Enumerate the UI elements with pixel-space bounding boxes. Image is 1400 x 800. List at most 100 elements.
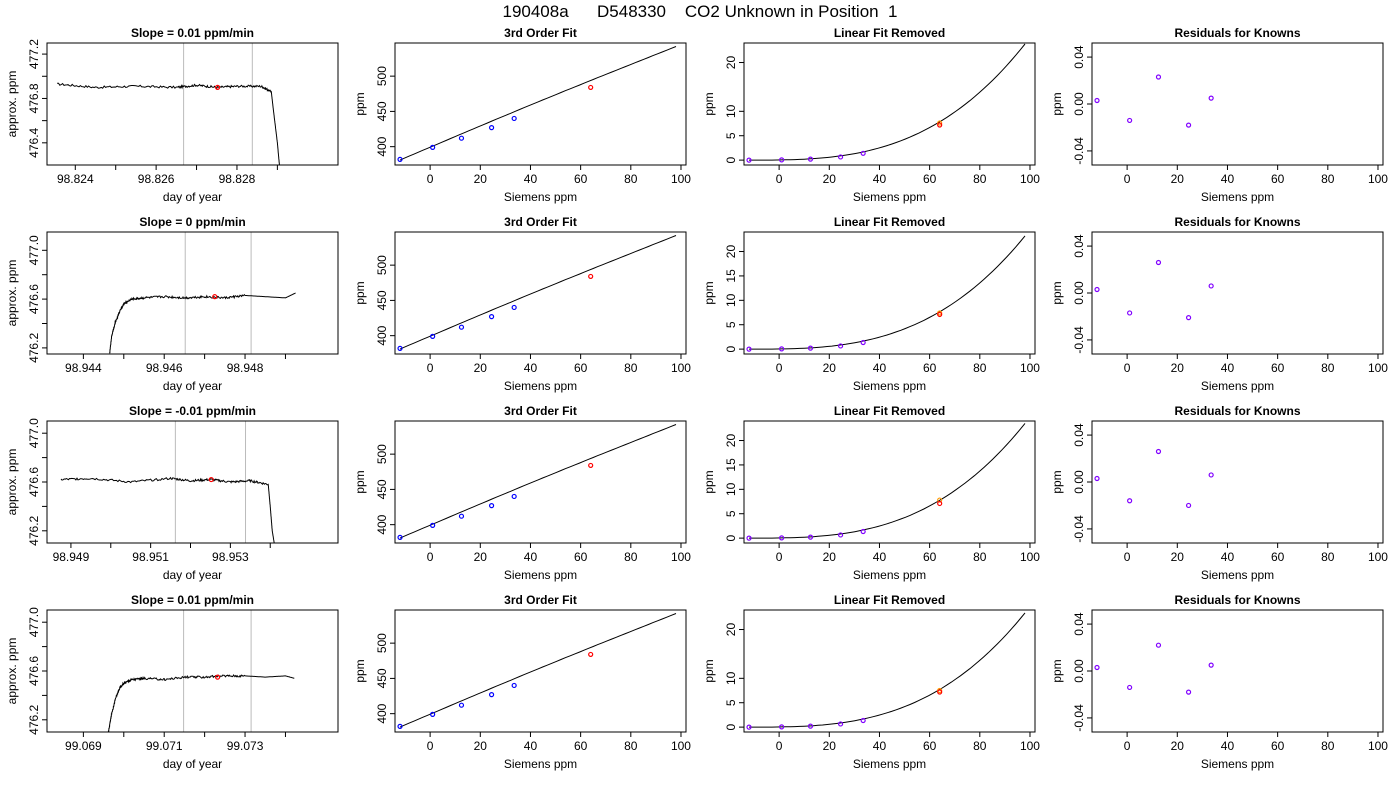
- residual-point: [1208, 95, 1214, 101]
- x-tick-label: 0: [1124, 172, 1131, 186]
- x-tick-label: 98.946: [146, 361, 183, 375]
- residual-point: [1127, 117, 1133, 124]
- y-tick-label: 0.04: [1072, 45, 1086, 69]
- plot-area: [107, 610, 295, 732]
- y-tick-label: 5: [724, 321, 738, 328]
- x-tick-label: 0: [1124, 550, 1131, 564]
- plot-area: [1094, 448, 1214, 509]
- plot-frame: [394, 231, 687, 355]
- plot-frame: [743, 609, 1036, 733]
- y-tick-label: 476.6: [27, 656, 41, 686]
- x-axis-label: Siemens ppm: [1201, 757, 1274, 771]
- x-tick-label: 0: [776, 361, 783, 375]
- residual-fit-curve: [749, 612, 1026, 728]
- plot-area: [397, 46, 677, 162]
- x-tick-label: 80: [1321, 361, 1335, 375]
- x-tick-label: 40: [1221, 739, 1235, 753]
- x-tick-label: 40: [1221, 361, 1235, 375]
- known-point: [746, 346, 752, 352]
- x-tick-label: 60: [923, 550, 937, 564]
- panel-r2c4: Residuals for Knowns 0 20 40 60 80 100 -0.04 0.0…: [1050, 215, 1388, 393]
- plot-frame: [1091, 420, 1384, 544]
- plot-frame: [46, 609, 339, 733]
- y-axis-label: ppm: [353, 92, 367, 115]
- x-tick-label: 60: [574, 172, 588, 186]
- fit-curve: [399, 235, 677, 350]
- residual-fit-curve: [749, 235, 1026, 350]
- y-tick-label: 0.00: [1072, 281, 1086, 305]
- y-tick-label: 10: [724, 293, 738, 307]
- plot-area: [57, 43, 280, 165]
- x-tick-label: 80: [624, 739, 638, 753]
- y-tick-label: 20: [724, 245, 738, 259]
- y-tick-label: 500: [375, 66, 389, 86]
- y-tick-label: 477.0: [27, 607, 41, 637]
- known-point: [779, 724, 785, 730]
- x-tick-label: 60: [574, 550, 588, 564]
- x-tick-label: 40: [873, 361, 887, 375]
- known-point: [746, 535, 752, 541]
- x-tick-label: 80: [1321, 739, 1335, 753]
- known-point: [397, 723, 403, 729]
- x-tick-label: 98.824: [57, 172, 94, 186]
- unknown-point: [937, 311, 943, 318]
- x-tick-label: 80: [973, 739, 987, 753]
- panel-title: Linear Fit Removed: [834, 593, 945, 607]
- x-axis-label: Siemens ppm: [853, 190, 926, 204]
- y-tick-label: -0.04: [1072, 137, 1086, 165]
- x-tick-label: 20: [823, 361, 837, 375]
- x-tick-label: 40: [873, 172, 887, 186]
- plot-frame: [743, 231, 1036, 355]
- known-point: [860, 717, 866, 724]
- y-tick-label: 477.0: [27, 418, 41, 448]
- y-axis-label: approx. ppm: [5, 638, 19, 705]
- panel-title: 3rd Order Fit: [504, 593, 577, 607]
- x-tick-label: 80: [973, 361, 987, 375]
- panel-r3c2: 3rd Order Fit 0 20 40 60 80 100 400 450 500 Siemen…: [353, 404, 691, 582]
- x-tick-label: 60: [923, 361, 937, 375]
- x-tick-label: 60: [1271, 550, 1285, 564]
- x-tick-label: 20: [1171, 739, 1185, 753]
- x-tick-label: 40: [524, 739, 538, 753]
- known-point: [779, 535, 785, 541]
- unknown-marker: [212, 294, 218, 300]
- time-series-line: [60, 476, 275, 543]
- x-tick-label: 0: [776, 550, 783, 564]
- y-tick-label: -0.04: [1072, 326, 1086, 354]
- x-tick-label: 40: [873, 739, 887, 753]
- x-tick-label: 100: [671, 550, 691, 564]
- x-tick-label: 20: [823, 172, 837, 186]
- plot-frame: [394, 420, 687, 544]
- unknown-point: [588, 84, 594, 91]
- x-tick-label: 20: [474, 550, 488, 564]
- x-tick-label: 100: [671, 361, 691, 375]
- residual-point: [1094, 475, 1100, 482]
- y-tick-label: 476.2: [27, 515, 41, 545]
- y-tick-label: 450: [375, 668, 389, 688]
- plot-area: [109, 232, 296, 354]
- x-tick-label: 99.073: [227, 739, 264, 753]
- y-axis-label: ppm: [1050, 659, 1064, 682]
- x-tick-label: 60: [1271, 361, 1285, 375]
- residual-point: [1155, 642, 1162, 648]
- x-tick-label: 0: [776, 172, 783, 186]
- y-axis-label: ppm: [1050, 470, 1064, 493]
- y-tick-label: 476.8: [27, 83, 41, 113]
- panel-r2c2: 3rd Order Fit 0 20 40 60 80 100 400 450 500 Siemen…: [353, 215, 691, 393]
- residual-fit-curve: [749, 43, 1026, 161]
- known-point: [860, 150, 866, 156]
- x-tick-label: 60: [1271, 172, 1285, 186]
- unknown-point: [937, 122, 943, 128]
- panel-r4c3: Linear Fit Removed 0 20 40 60 80 100 0 5 10 20 Siem…: [702, 593, 1040, 771]
- x-tick-label: 60: [574, 361, 588, 375]
- y-tick-label: 20: [724, 434, 738, 448]
- y-tick-label: 0.04: [1072, 234, 1086, 258]
- panel-r1c1: Slope = 0.01 ppm/min 98.824 98.826 98.828 47…: [5, 26, 339, 204]
- plot-area: [397, 613, 677, 729]
- residual-point: [1155, 74, 1162, 80]
- y-tick-label: 0: [724, 345, 738, 352]
- x-tick-label: 20: [474, 172, 488, 186]
- panel-r4c1: Slope = 0.01 ppm/min 99.069 99.071 99.073 47…: [5, 593, 339, 771]
- unknown-point: [588, 462, 594, 469]
